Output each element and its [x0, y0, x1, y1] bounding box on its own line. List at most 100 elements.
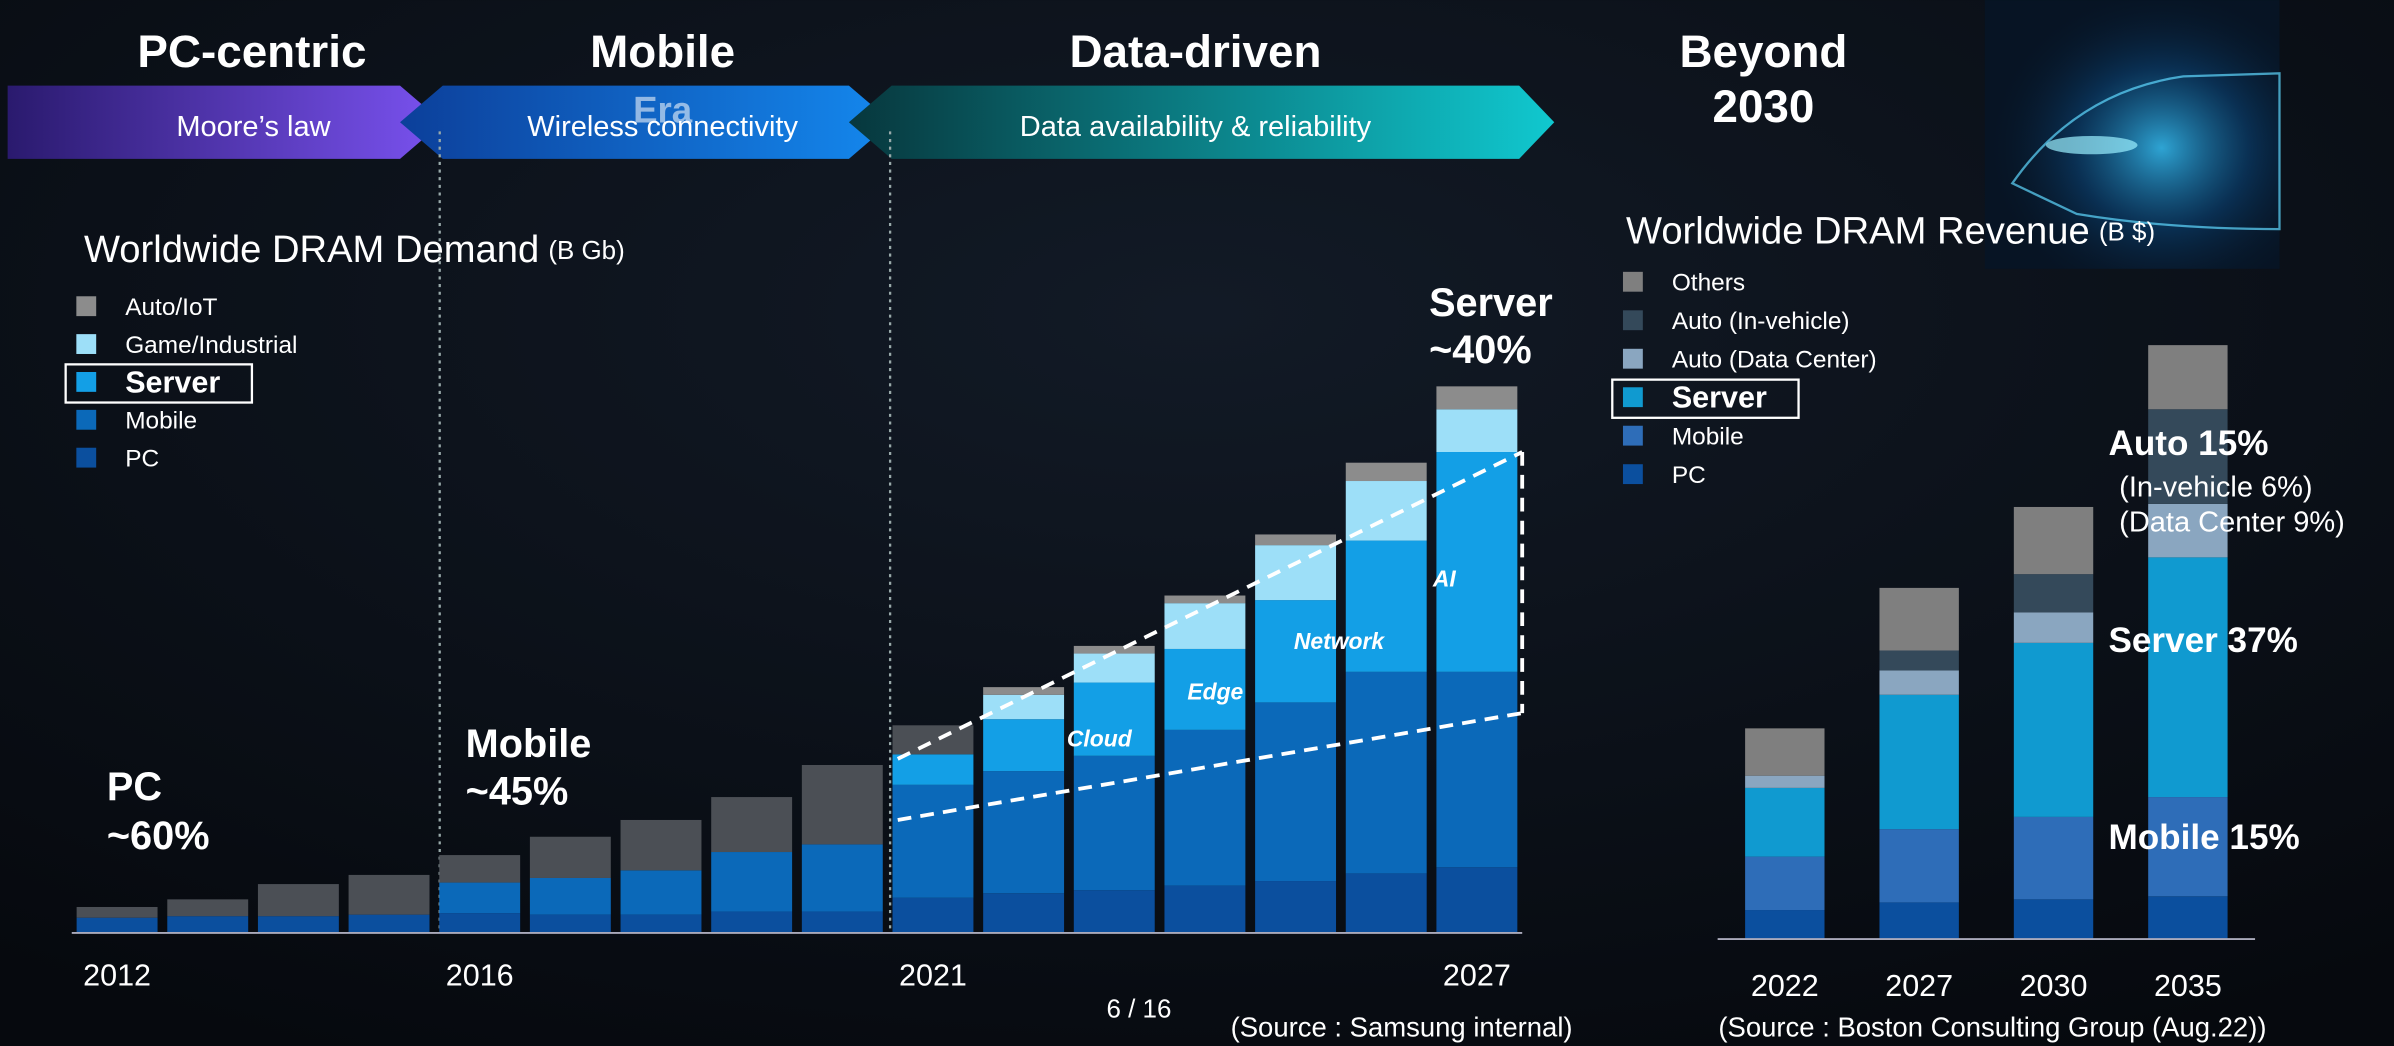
legend-label: Auto/IoT — [125, 294, 217, 321]
bar-segment — [1745, 728, 1825, 776]
bar-segment — [620, 914, 702, 933]
bar-segment — [167, 899, 249, 917]
charts: 2012 2016 2021 2027 Worldwide DRAM Demand (B … — [64, 210, 2345, 1042]
bar-segment — [76, 906, 158, 918]
era-title: Beyond — [1679, 26, 1847, 77]
server-trend — [896, 450, 1525, 822]
chart-title: Worldwide DRAM Demand (B Gb) — [84, 228, 625, 271]
bar-segment — [1879, 694, 1959, 830]
legend-label: Others — [1672, 270, 1745, 297]
chart-title-text: Worldwide DRAM Revenue — [1626, 210, 2090, 253]
bar-segment — [1345, 462, 1427, 482]
bar-segment — [1073, 755, 1155, 891]
annotation: Mobile 15% — [2108, 818, 2299, 857]
era-arrow — [848, 85, 1555, 159]
legend-label: Mobile — [125, 408, 197, 435]
bar-segment — [1345, 540, 1427, 672]
bar-segment — [2148, 896, 2228, 940]
x-tick-label: 2030 — [2020, 969, 2088, 1003]
bar-segment — [1255, 702, 1337, 882]
legend-label: PC — [125, 445, 159, 472]
bar-segment — [711, 852, 793, 912]
bar-segment — [801, 911, 883, 933]
bar-segment — [1745, 775, 1825, 788]
bar-segment — [892, 754, 974, 785]
bar-segment — [801, 844, 883, 912]
legend-swatch — [1622, 387, 1643, 408]
bar-segment — [1745, 787, 1825, 857]
bar-segment — [1879, 587, 1959, 651]
legend-swatch — [76, 334, 97, 354]
legend-swatch — [76, 447, 97, 468]
bar-segment — [1073, 682, 1155, 756]
legend-swatch — [1622, 310, 1643, 331]
annotation: ~60% — [107, 814, 210, 858]
annotation: Mobile — [466, 722, 592, 766]
era-title: Data-driven — [1069, 26, 1321, 77]
segment-label: AI — [1432, 565, 1457, 591]
bar-segment — [2148, 345, 2228, 410]
bar-segment — [801, 764, 883, 845]
bar-segment — [2013, 574, 2094, 613]
bar-segment — [1073, 890, 1155, 933]
annotation: Auto 15% — [2108, 424, 2268, 463]
era-arrow-label: Wireless connectivity — [527, 111, 798, 143]
legend-highlight — [1611, 378, 1800, 419]
bar-segment — [529, 914, 611, 933]
bar-segment — [2148, 797, 2228, 897]
legend-label: Auto (Data Center) — [1672, 346, 1877, 373]
legend-label: Server — [125, 365, 220, 399]
legend-swatch — [76, 409, 97, 430]
x-tick-label: 2016 — [446, 958, 514, 992]
bar-segment — [620, 870, 702, 915]
bar-segment — [1255, 534, 1337, 546]
legend-label: Mobile — [1672, 423, 1744, 450]
x-tick-label: 2027 — [1443, 958, 1511, 992]
bar-segment — [983, 771, 1065, 894]
annotation: PC — [107, 765, 162, 809]
bar-segment — [1879, 650, 1959, 671]
segment-label: Edge — [1187, 678, 1243, 704]
bar-segment — [348, 874, 430, 915]
legend-label: Server — [1672, 381, 1767, 415]
bar-segment — [2013, 899, 2094, 940]
bar-segment — [620, 819, 702, 871]
bar-segment — [1436, 671, 1518, 868]
bar-segment — [1345, 873, 1427, 933]
source-note: (Source : Samsung internal) — [1231, 1011, 1573, 1042]
bar-segment — [529, 836, 611, 878]
x-tick-label: 2021 — [899, 958, 967, 992]
source-note: (Source : Boston Consulting Group (Aug.2… — [1718, 1011, 2266, 1042]
era-arrow — [400, 85, 892, 159]
bar-segment — [348, 914, 430, 933]
legend-swatch — [1622, 464, 1643, 485]
bar-segment — [892, 725, 974, 755]
x-tick-label: 2012 — [83, 958, 151, 992]
bar-segment — [257, 884, 339, 917]
annotation: ~45% — [466, 769, 569, 813]
bar-segment — [1745, 856, 1825, 911]
bar-segment — [1436, 409, 1518, 453]
bar-segment — [257, 916, 339, 933]
bar-segment — [1436, 386, 1518, 410]
bar-segment — [1879, 902, 1959, 940]
bar-segment — [1164, 648, 1246, 730]
era-title: 2030 — [1712, 81, 1814, 132]
legend-swatch — [76, 296, 97, 317]
legend-swatch — [76, 372, 97, 392]
era-arrow — [7, 85, 443, 159]
legend-label: Game/Industrial — [125, 332, 297, 359]
bar-segment — [2148, 557, 2228, 798]
bar-segment — [892, 784, 974, 898]
bar-segment — [1255, 600, 1337, 703]
legend-highlight — [64, 363, 254, 404]
bar-segment — [983, 719, 1065, 772]
x-tick-label: 2027 — [1885, 969, 1953, 1003]
bar-segment — [2148, 503, 2228, 558]
bar-segment — [1073, 653, 1155, 683]
bar-segment — [439, 913, 521, 933]
bar-segment — [1164, 729, 1246, 886]
bar-segment — [439, 882, 521, 914]
legend-label: PC — [1672, 462, 1706, 489]
